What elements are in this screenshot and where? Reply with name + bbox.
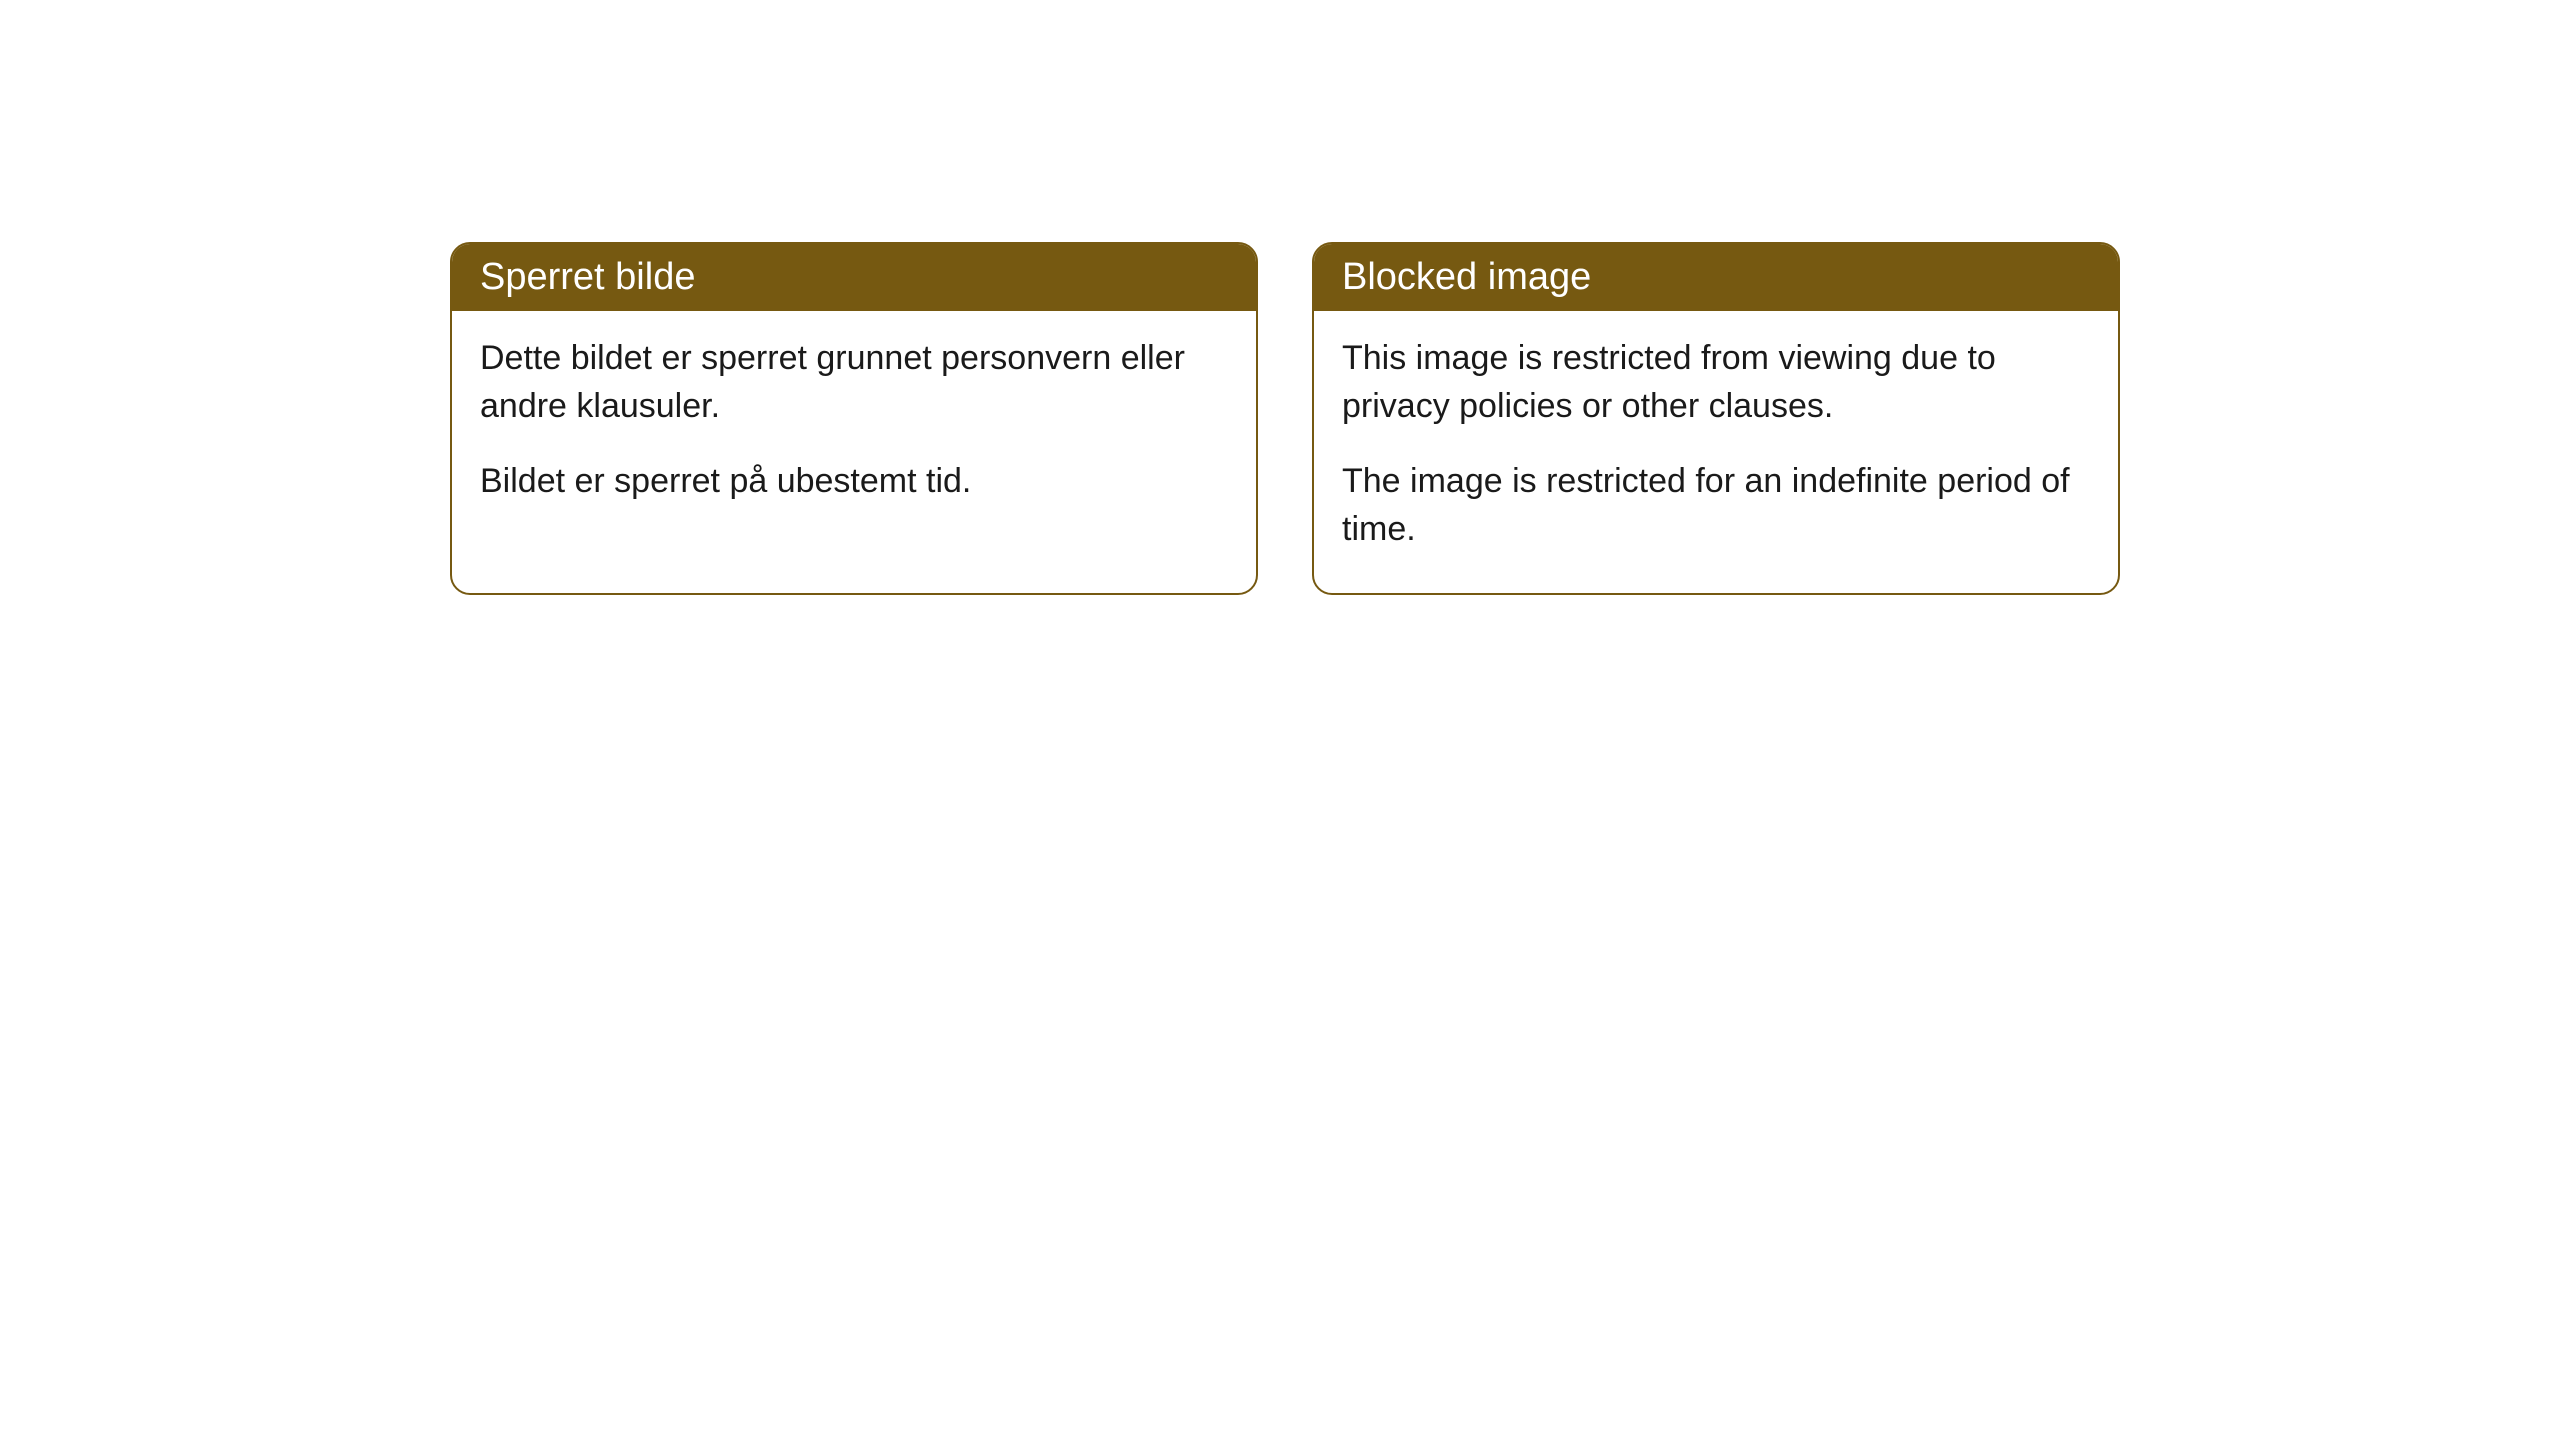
- card-paragraph-2: Bildet er sperret på ubestemt tid.: [480, 458, 1228, 506]
- cards-container: Sperret bilde Dette bildet er sperret gr…: [0, 0, 2560, 595]
- card-body: This image is restricted from viewing du…: [1314, 311, 2118, 593]
- card-paragraph-1: Dette bildet er sperret grunnet personve…: [480, 335, 1228, 430]
- card-paragraph-1: This image is restricted from viewing du…: [1342, 335, 2090, 430]
- blocked-image-card-english: Blocked image This image is restricted f…: [1312, 242, 2120, 595]
- card-title: Blocked image: [1342, 256, 1591, 298]
- card-header: Blocked image: [1314, 244, 2118, 311]
- card-paragraph-2: The image is restricted for an indefinit…: [1342, 458, 2090, 553]
- card-body: Dette bildet er sperret grunnet personve…: [452, 311, 1256, 546]
- blocked-image-card-norwegian: Sperret bilde Dette bildet er sperret gr…: [450, 242, 1258, 595]
- card-header: Sperret bilde: [452, 244, 1256, 311]
- card-title: Sperret bilde: [480, 256, 695, 298]
